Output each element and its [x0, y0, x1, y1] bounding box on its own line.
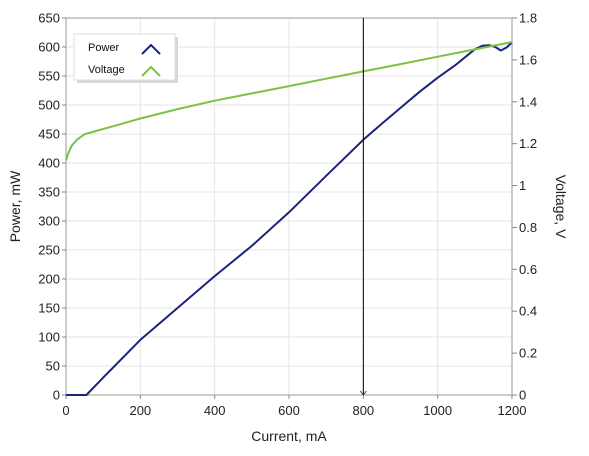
- legend-box: [73, 33, 176, 81]
- series-line-voltage: [65, 41, 513, 161]
- y-left-tick-label: 600: [38, 40, 60, 55]
- legend: Power Voltage: [73, 33, 178, 83]
- y-left-tick-label: 450: [38, 127, 60, 142]
- y-left-tick-label: 100: [38, 330, 60, 345]
- legend-label-voltage: Voltage: [88, 64, 125, 76]
- legend-swatch-power: [141, 43, 161, 55]
- x-tick-label: 600: [278, 403, 300, 418]
- x-axis: 0 200 400 600 800 1000 1200: [62, 395, 526, 418]
- y-right-tick-label: 0.8: [519, 220, 537, 235]
- x-axis-title: Current, mA: [251, 428, 327, 444]
- y-right-tick-label: 0.6: [519, 262, 537, 277]
- x-tick-label: 400: [204, 403, 226, 418]
- y-left-tick-label: 550: [38, 69, 60, 84]
- left-y-axis-title: Power, mW: [7, 170, 23, 242]
- right-y-axis-title: Voltage, V: [553, 175, 569, 239]
- y-right-tick-label: 1: [519, 178, 526, 193]
- y-left-tick-label: 150: [38, 301, 60, 316]
- x-tick-label: 200: [129, 403, 151, 418]
- legend-swatch-voltage: [141, 65, 161, 77]
- grid: [65, 17, 513, 396]
- right-y-axis: 0 0.2 0.4 0.6 0.8 1 1.2 1.4 1.6 1.8: [512, 11, 537, 403]
- y-left-tick-label: 300: [38, 214, 60, 229]
- y-left-tick-label: 250: [38, 243, 60, 258]
- y-left-tick-label: 350: [38, 185, 60, 200]
- y-left-tick-label: 650: [38, 11, 60, 26]
- y-right-tick-label: 1.6: [519, 52, 537, 67]
- y-left-tick-label: 400: [38, 156, 60, 171]
- series-layer: [65, 41, 513, 396]
- x-tick-label: 1000: [423, 403, 452, 418]
- cursor-marker[interactable]: [359, 390, 367, 396]
- y-right-tick-label: 0: [519, 388, 526, 403]
- y-right-tick-label: 1.2: [519, 136, 537, 151]
- y-left-tick-label: 200: [38, 272, 60, 287]
- y-right-tick-label: 0.2: [519, 346, 537, 361]
- y-left-tick-label: 0: [53, 388, 60, 403]
- x-tick-label: 0: [62, 403, 69, 418]
- y-right-tick-label: 1.8: [519, 11, 537, 26]
- x-tick-label: 1200: [498, 403, 527, 418]
- y-left-tick-label: 500: [38, 98, 60, 113]
- y-right-tick-label: 0.4: [519, 304, 537, 319]
- legend-label-power: Power: [88, 42, 120, 54]
- left-y-axis: 0 50 100 150 200 250 300 350 400 450 500 550 600 650: [38, 11, 66, 403]
- y-left-tick-label: 50: [46, 359, 60, 374]
- y-right-tick-label: 1.4: [519, 94, 537, 109]
- x-tick-label: 800: [352, 403, 374, 418]
